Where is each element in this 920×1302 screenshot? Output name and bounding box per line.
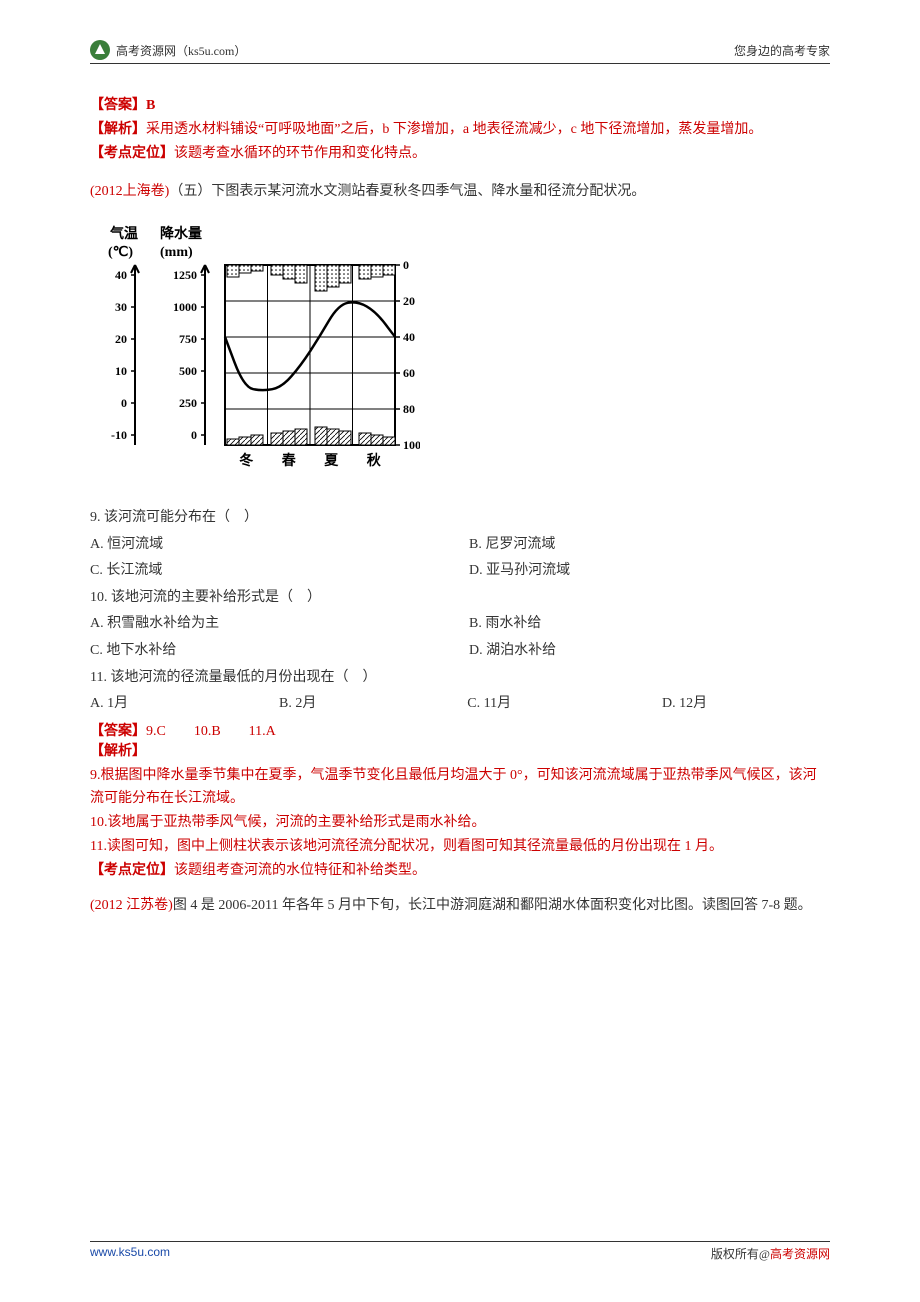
svg-text:春: 春 [281, 452, 297, 469]
block-a-analysis: 【解析】采用透水材料铺设“可呼吸地面”之后，b 下渗增加，a 地表径流减少，c … [90, 118, 830, 142]
q9-stem: 9. 该河流可能分布在（ ） [90, 505, 830, 532]
svg-text:40: 40 [115, 268, 127, 282]
q10-opt-b: B. 雨水补给 [469, 611, 830, 638]
q10-opt-a: A. 积雪融水补给为主 [90, 611, 451, 638]
q11-opt-d: D. 12月 [662, 691, 830, 718]
analysis-10: 10.该地属于亚热带季风气候，河流的主要补给形式是雨水补给。 [90, 811, 830, 835]
svg-text:夏: 夏 [324, 452, 339, 469]
keypoint-label: 【考点定位】 [90, 146, 174, 161]
svg-text:0: 0 [191, 428, 197, 442]
keypoint-text: 该题组考查河流的水位特征和补给类型。 [174, 863, 426, 878]
intro-text: 图 4 是 2006-2011 年各年 5 月中下旬，长江中游洞庭湖和鄱阳湖水体… [173, 898, 812, 913]
answer-label: 【答案】 [90, 98, 146, 113]
svg-text:250: 250 [179, 396, 197, 410]
q10: 10. 该地河流的主要补给形式是（ ） A. 积雪融水补给为主 B. 雨水补给 … [90, 585, 830, 665]
svg-text:40: 40 [403, 330, 415, 344]
footer-right-accent: 高考资源网 [770, 1247, 830, 1261]
svg-text:秋: 秋 [367, 452, 382, 469]
header-right-text: 您身边的高考专家 [734, 42, 830, 59]
svg-text:10: 10 [115, 364, 127, 378]
block-a-keypoint: 【考点定位】该题考查水循环的环节作用和变化特点。 [90, 142, 830, 166]
footer-right-plain: 版权所有@ [711, 1247, 770, 1261]
q9: 9. 该河流可能分布在（ ） A. 恒河流域 B. 尼罗河流域 C. 长江流域 … [90, 505, 830, 585]
header-left: 高考资源网（ks5u.com） [90, 40, 246, 60]
footer-url: www.ks5u.com [90, 1245, 170, 1262]
section-no: （五） [169, 184, 211, 199]
block-b-answer: 【答案】9.C 10.B 11.A [90, 720, 830, 740]
keypoint-label: 【考点定位】 [90, 863, 174, 878]
svg-text:冬: 冬 [239, 452, 253, 469]
analysis-9: 9.根据图中降水量季节集中在夏季，气温季节变化且最低月均温大于 0°，可知该河流… [90, 764, 830, 812]
svg-text:1250: 1250 [173, 268, 197, 282]
q10-stem: 10. 该地河流的主要补给形式是（ ） [90, 585, 830, 612]
footer-copyright: 版权所有@高考资源网 [711, 1245, 830, 1262]
answer-value: B [146, 98, 155, 113]
analysis-text: 采用透水材料铺设“可呼吸地面”之后，b 下渗增加，a 地表径流减少，c 地下径流… [146, 122, 762, 137]
site-logo-icon [90, 40, 110, 60]
svg-text:(℃): (℃) [108, 245, 133, 260]
svg-text:降水量: 降水量 [160, 225, 202, 242]
svg-text:100: 100 [403, 438, 420, 452]
page-footer: www.ks5u.com 版权所有@高考资源网 [90, 1241, 830, 1262]
svg-text:20: 20 [403, 294, 415, 308]
svg-text:30: 30 [115, 300, 127, 314]
answer-values: 9.C 10.B 11.A [146, 724, 276, 739]
svg-text:-10: -10 [111, 428, 127, 442]
svg-text:500: 500 [179, 364, 197, 378]
q9-opt-b: B. 尼罗河流域 [469, 532, 830, 559]
block-b-analysis: 【解析】 9.根据图中降水量季节集中在夏季，气温季节变化且最低月均温大于 0°，… [90, 740, 830, 859]
source-tag: (2012 江苏卷) [90, 898, 173, 913]
q11: 11. 该地河流的径流量最低的月份出现在（ ） A. 1月 B. 2月 C. 1… [90, 665, 830, 718]
q9-opt-d: D. 亚马孙河流域 [469, 558, 830, 585]
block-c-intro: (2012 江苏卷)图 4 是 2006-2011 年各年 5 月中下旬，长江中… [90, 893, 830, 920]
answer-label: 【答案】 [90, 724, 146, 739]
q11-opt-b: B. 2月 [279, 691, 439, 718]
q11-opt-c: C. 11月 [467, 691, 634, 718]
q11-stem: 11. 该地河流的径流量最低的月份出现在（ ） [90, 665, 830, 692]
hydrology-chart: 气温降水量(℃)(mm)403020100-101250100075050025… [90, 220, 830, 495]
svg-text:0: 0 [403, 258, 409, 272]
svg-text:气温: 气温 [109, 225, 138, 242]
q10-opt-c: C. 地下水补给 [90, 638, 451, 665]
block-b-keypoint: 【考点定位】该题组考查河流的水位特征和补给类型。 [90, 859, 830, 883]
source-tag: (2012上海卷) [90, 184, 169, 199]
svg-text:60: 60 [403, 366, 415, 380]
q9-opt-c: C. 长江流域 [90, 558, 451, 585]
q11-opt-a: A. 1月 [90, 691, 251, 718]
svg-text:750: 750 [179, 332, 197, 346]
block-b-intro: (2012上海卷)（五）下图表示某河流水文测站春夏秋冬四季气温、降水量和径流分配… [90, 179, 830, 206]
svg-text:0: 0 [121, 396, 127, 410]
svg-text:80: 80 [403, 402, 415, 416]
keypoint-text: 该题考查水循环的环节作用和变化特点。 [174, 146, 426, 161]
analysis-11: 11.读图可知，图中上侧柱状表示该地河流径流分配状况，则看图可知其径流量最低的月… [90, 835, 830, 859]
header-left-text: 高考资源网（ks5u.com） [116, 42, 246, 59]
analysis-label: 【解析】 [90, 122, 146, 137]
page-header: 高考资源网（ks5u.com） 您身边的高考专家 [90, 40, 830, 64]
svg-text:20: 20 [115, 332, 127, 346]
block-a-answer: 【答案】B [90, 94, 830, 118]
intro-text: 下图表示某河流水文测站春夏秋冬四季气温、降水量和径流分配状况。 [211, 184, 645, 199]
block-a: 【答案】B 【解析】采用透水材料铺设“可呼吸地面”之后，b 下渗增加，a 地表径… [90, 94, 830, 165]
analysis-label: 【解析】 [90, 740, 830, 764]
q10-opt-d: D. 湖泊水补给 [469, 638, 830, 665]
svg-text:(mm): (mm) [160, 245, 193, 260]
svg-text:1000: 1000 [173, 300, 197, 314]
q9-opt-a: A. 恒河流域 [90, 532, 451, 559]
